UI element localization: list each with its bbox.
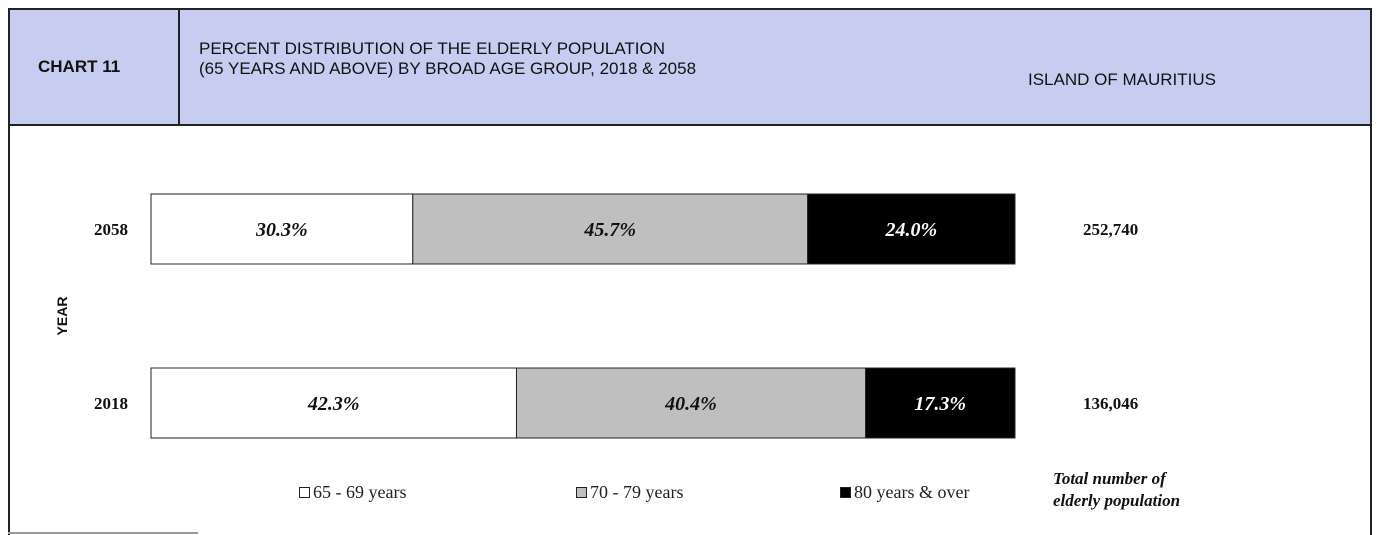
- total-value-2058: 252,740: [1083, 220, 1138, 239]
- chart-number: CHART 11: [38, 57, 121, 76]
- legend-swatch-80-over: [840, 487, 851, 498]
- chart-title-line-2: (65 YEARS AND ABOVE) BY BROAD AGE GROUP,…: [199, 59, 697, 78]
- frame-right-border: [1370, 126, 1372, 535]
- chart-title-line-1: PERCENT DISTRIBUTION OF THE ELDERLY POPU…: [199, 39, 666, 58]
- legend-item-80-over: 80 years & over: [840, 482, 969, 503]
- bar-segment-2058-70-79: [412, 193, 809, 265]
- totals-caption-line-1: Total number of: [1053, 469, 1166, 488]
- bar-segment-2058-80-over: [807, 193, 1016, 265]
- data-label-2018-65-69: 42.3%: [307, 393, 360, 415]
- chart-number-cell: [8, 8, 180, 126]
- legend-item-70-79: 70 - 79 years: [576, 482, 683, 503]
- data-label-2018-70-79: 40.4%: [664, 393, 717, 415]
- bottom-divider: [8, 532, 198, 534]
- bar-segment-2018-70-79: [515, 367, 867, 439]
- frame-left-border: [8, 126, 10, 535]
- legend-swatch-65-69: [299, 487, 310, 498]
- data-label-2058-80-over: 24.0%: [884, 219, 937, 241]
- region-label: ISLAND OF MAURITIUS: [1028, 70, 1216, 89]
- total-value-2018: 136,046: [1083, 394, 1138, 413]
- legend-label-80-over: 80 years & over: [854, 482, 970, 502]
- legend-item-65-69: 65 - 69 years: [299, 482, 406, 503]
- year-label-2018: 2018: [94, 394, 128, 413]
- legend-label-65-69: 65 - 69 years: [313, 482, 407, 502]
- year-label-2058: 2058: [94, 220, 128, 239]
- totals-caption-line-2: elderly population: [1053, 491, 1181, 510]
- bar-segment-2058-65-69: [150, 193, 414, 265]
- legend-label-70-79: 70 - 79 years: [590, 482, 684, 502]
- data-label-2058-65-69: 30.3%: [255, 219, 308, 241]
- data-label-2018-80-over: 17.3%: [914, 393, 966, 415]
- totals-caption: Total number of elderly population: [1053, 468, 1180, 512]
- header-band: [8, 8, 1372, 126]
- bar-segment-2018-80-over: [865, 367, 1016, 439]
- data-label-2058-70-79: 45.7%: [583, 219, 636, 241]
- legend-swatch-70-79: [576, 487, 587, 498]
